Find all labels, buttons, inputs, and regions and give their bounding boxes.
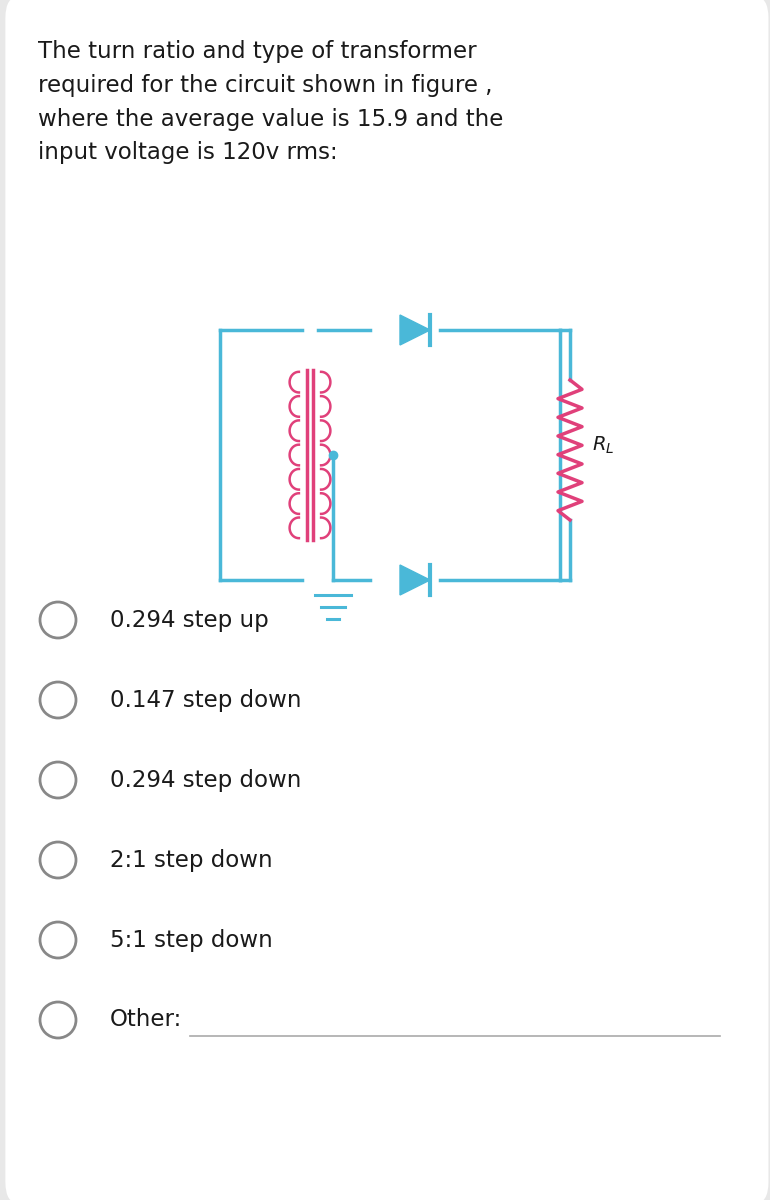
Text: Other:: Other: xyxy=(110,1008,182,1032)
Text: $R_L$: $R_L$ xyxy=(592,434,614,456)
Text: 0.294 step down: 0.294 step down xyxy=(110,768,301,792)
Text: 0.294 step up: 0.294 step up xyxy=(110,608,269,631)
Polygon shape xyxy=(400,314,430,346)
Polygon shape xyxy=(400,565,430,595)
Text: The turn ratio and type of transformer
required for the circuit shown in figure : The turn ratio and type of transformer r… xyxy=(38,40,504,164)
Text: 0.147 step down: 0.147 step down xyxy=(110,689,302,712)
Text: 2:1 step down: 2:1 step down xyxy=(110,848,273,871)
Text: 5:1 step down: 5:1 step down xyxy=(110,929,273,952)
